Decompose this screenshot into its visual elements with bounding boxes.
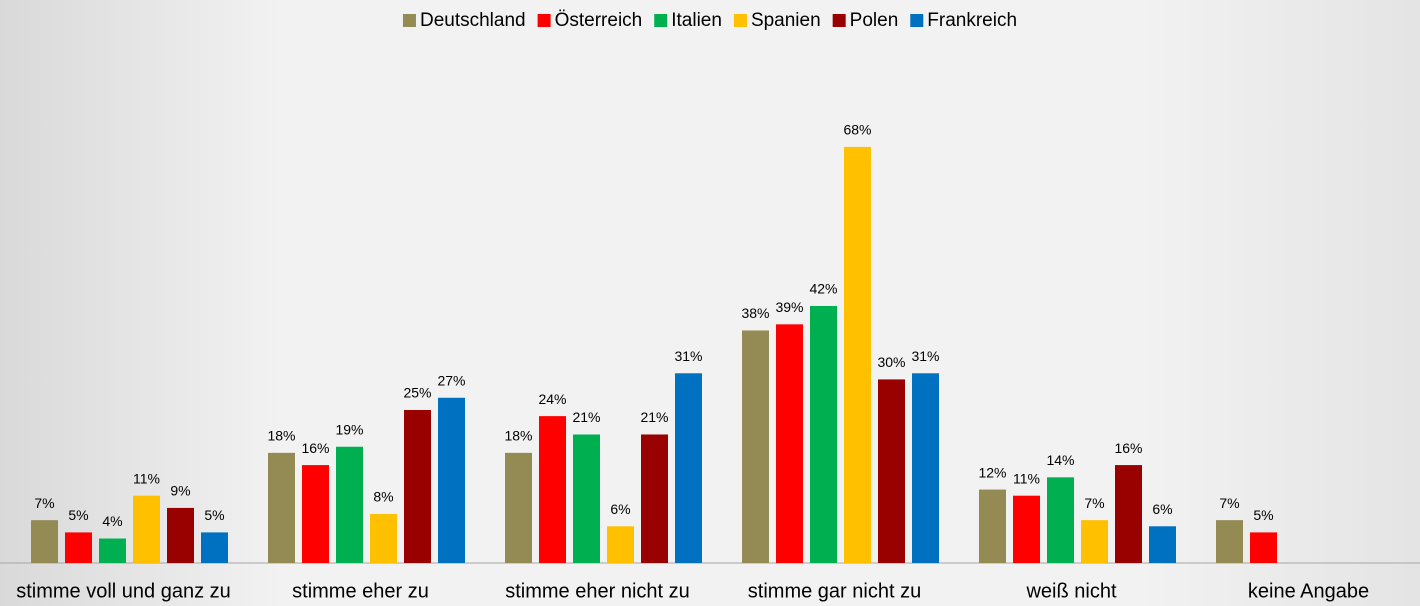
bar	[776, 324, 803, 563]
bar	[675, 373, 702, 563]
data-label: 39%	[775, 299, 803, 315]
bar	[268, 452, 295, 563]
data-label: 16%	[1114, 440, 1142, 456]
data-label: 30%	[877, 354, 905, 370]
bar	[438, 397, 465, 563]
data-label: 21%	[572, 409, 600, 425]
data-label: 5%	[68, 507, 88, 523]
legend-swatch	[654, 14, 668, 27]
legend-label: Italien	[671, 10, 722, 31]
data-label: 19%	[335, 421, 363, 437]
bar	[1013, 495, 1040, 563]
bar	[404, 410, 431, 563]
bar	[1149, 526, 1176, 563]
bar	[1250, 532, 1277, 563]
data-label: 31%	[674, 348, 702, 364]
data-label: 42%	[809, 281, 837, 297]
bar	[167, 507, 194, 563]
data-label: 25%	[403, 385, 431, 401]
bar	[912, 373, 939, 563]
legend-swatch	[733, 14, 747, 27]
bar	[31, 520, 58, 563]
bar	[1216, 520, 1243, 563]
legend-swatch	[910, 14, 924, 27]
bar	[201, 532, 228, 563]
bar	[573, 434, 600, 563]
data-label: 11%	[133, 470, 160, 486]
bar	[1115, 465, 1142, 563]
data-label: 6%	[1152, 501, 1172, 517]
bar	[742, 330, 769, 563]
bar	[370, 514, 397, 563]
bar	[1081, 520, 1108, 563]
data-label: 8%	[373, 489, 393, 505]
legend-label: Polen	[850, 10, 899, 31]
bar	[878, 379, 905, 563]
data-label: 18%	[504, 428, 532, 444]
bar	[1047, 477, 1074, 563]
data-label: 14%	[1046, 452, 1074, 468]
bar	[641, 434, 668, 563]
legend-label: Österreich	[555, 10, 643, 31]
bar	[133, 495, 160, 563]
legend-label: Frankreich	[927, 10, 1017, 31]
data-label: 12%	[978, 464, 1006, 480]
x-tick-label: weiß nicht	[1025, 580, 1116, 602]
data-label: 11%	[1013, 470, 1040, 486]
x-tick-label: keine Angabe	[1248, 580, 1369, 602]
bar	[844, 146, 871, 563]
data-label: 68%	[843, 122, 871, 138]
data-label: 5%	[1253, 507, 1273, 523]
data-label: 7%	[34, 495, 54, 511]
data-label: 31%	[911, 348, 939, 364]
bar	[539, 416, 566, 563]
data-label: 18%	[267, 428, 295, 444]
bar	[810, 305, 837, 563]
bar	[65, 532, 92, 563]
bar	[505, 452, 532, 563]
x-tick-label: stimme gar nicht zu	[748, 580, 921, 602]
bar	[99, 538, 126, 563]
data-label: 38%	[741, 305, 769, 321]
bar	[979, 489, 1006, 563]
legend-swatch	[402, 14, 416, 27]
x-tick-label: stimme eher zu	[292, 580, 429, 602]
data-label: 7%	[1219, 495, 1239, 511]
data-label: 24%	[538, 391, 566, 407]
data-label: 9%	[170, 483, 190, 499]
x-tick-label: stimme voll und ganz zu	[16, 580, 231, 602]
data-label: 6%	[610, 501, 630, 517]
data-label: 16%	[301, 440, 329, 456]
data-label: 27%	[437, 372, 465, 388]
bar	[336, 446, 363, 563]
legend-label: Spanien	[751, 10, 821, 31]
data-label: 5%	[204, 507, 224, 523]
bar	[302, 465, 329, 563]
legend-label: Deutschland	[420, 10, 526, 31]
legend-swatch	[537, 14, 551, 27]
data-label: 4%	[102, 513, 122, 529]
data-label: 21%	[640, 409, 668, 425]
legend-swatch	[832, 14, 846, 27]
x-tick-label: stimme eher nicht zu	[505, 580, 690, 602]
bar	[607, 526, 634, 563]
data-label: 7%	[1084, 495, 1104, 511]
